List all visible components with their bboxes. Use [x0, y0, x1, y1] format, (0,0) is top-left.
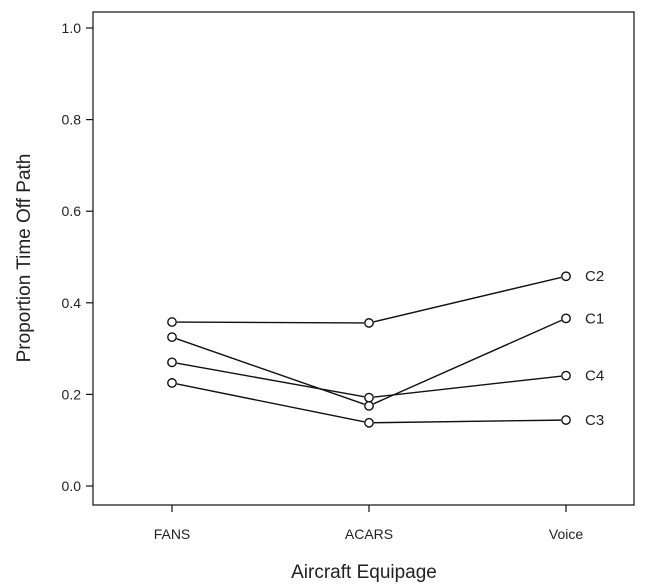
series-c2: C2 — [168, 268, 604, 327]
series-line-segment — [374, 320, 562, 403]
y-tick-label: 0.4 — [62, 295, 82, 311]
data-point — [168, 333, 176, 341]
series-line-segment — [374, 376, 561, 397]
y-tick-label: 0.0 — [62, 478, 82, 494]
y-axis: 0.0 0.2 0.4 0.6 0.8 1.0 — [62, 20, 93, 494]
x-axis-title: Aircraft Equipage — [291, 562, 437, 583]
data-point — [562, 272, 570, 280]
series-c3: C3 — [168, 379, 604, 429]
x-axis: FANS ACARS Voice — [154, 505, 584, 542]
series-line-segment — [177, 384, 364, 422]
y-tick-label: 0.2 — [62, 386, 82, 402]
data-point — [562, 416, 570, 424]
data-point — [365, 419, 373, 427]
series-label: C3 — [585, 412, 604, 429]
series-line-segment — [177, 363, 364, 397]
series-label: C1 — [585, 310, 604, 327]
series-label: C2 — [585, 268, 604, 285]
data-point — [168, 379, 176, 387]
x-tick-label: Voice — [549, 526, 583, 542]
data-point — [562, 314, 570, 322]
series-line-segment — [374, 420, 561, 423]
x-tick-label: FANS — [154, 526, 191, 542]
series-line-segment — [177, 339, 365, 404]
plot-frame — [93, 12, 634, 505]
data-point — [365, 402, 373, 410]
series-label: C4 — [585, 368, 604, 385]
series-line-segment — [374, 277, 561, 321]
data-point — [168, 318, 176, 326]
data-point — [365, 319, 373, 327]
series-layer: C2 C1 C4 C3 — [168, 268, 604, 429]
series-line-segment — [177, 322, 364, 323]
data-point — [168, 358, 176, 366]
x-tick-label: ACARS — [345, 526, 393, 542]
y-tick-label: 1.0 — [62, 20, 82, 36]
y-axis-title: Proportion Time Off Path — [14, 154, 35, 363]
data-point — [562, 371, 570, 379]
y-tick-label: 0.6 — [62, 203, 82, 219]
y-tick-label: 0.8 — [62, 112, 82, 128]
data-point — [365, 393, 373, 401]
